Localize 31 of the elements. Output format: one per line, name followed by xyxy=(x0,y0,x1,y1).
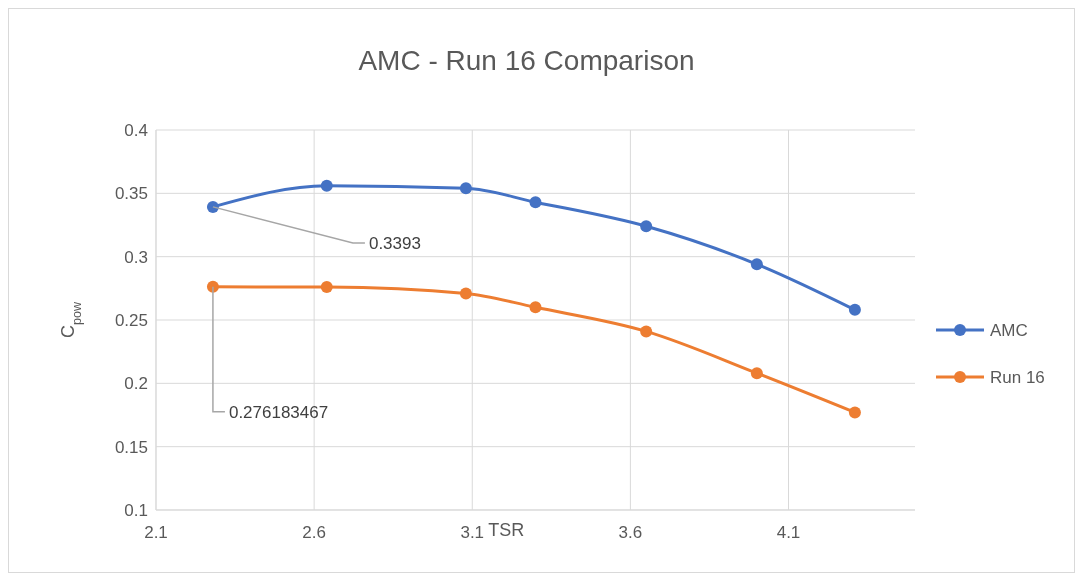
x-tick-label: 3.1 xyxy=(460,523,485,542)
point xyxy=(320,179,333,192)
x-tick-label: 4.1 xyxy=(776,523,801,542)
point xyxy=(206,200,219,213)
point xyxy=(640,220,653,233)
annotation: 0.276183467 xyxy=(228,402,329,422)
x-axis-title: TSR xyxy=(488,520,525,540)
x-tick-label: 2.6 xyxy=(302,523,326,542)
y-tick-label: 0.4 xyxy=(124,120,148,140)
y-tick-label: 0.15 xyxy=(114,437,148,457)
x-tick-label: 3.6 xyxy=(618,523,643,542)
y-tick-label: 0.3 xyxy=(124,247,148,267)
point xyxy=(750,367,763,380)
annotation: 0.3393 xyxy=(368,233,421,253)
point xyxy=(750,258,763,271)
x-tick-label: 2.1 xyxy=(144,523,168,542)
point xyxy=(640,325,653,338)
point xyxy=(529,196,542,209)
legend-label: Run 16 xyxy=(990,367,1045,387)
y-tick-label: 0.25 xyxy=(114,310,148,330)
point xyxy=(459,182,472,195)
y-tick-label: 0.2 xyxy=(124,374,148,394)
legend-label: AMC xyxy=(990,320,1028,340)
y-tick-label: 0.1 xyxy=(124,500,148,520)
point xyxy=(320,281,333,294)
point xyxy=(529,301,542,314)
chart-title: AMC - Run 16 Comparison xyxy=(358,45,695,76)
y-tick-label: 0.35 xyxy=(114,184,148,204)
point xyxy=(459,287,472,300)
point xyxy=(848,303,861,316)
point xyxy=(848,406,861,419)
